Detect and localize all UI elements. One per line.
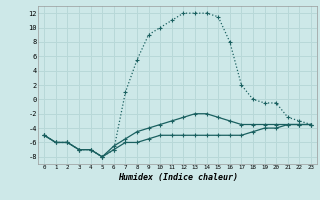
X-axis label: Humidex (Indice chaleur): Humidex (Indice chaleur) [118,173,238,182]
